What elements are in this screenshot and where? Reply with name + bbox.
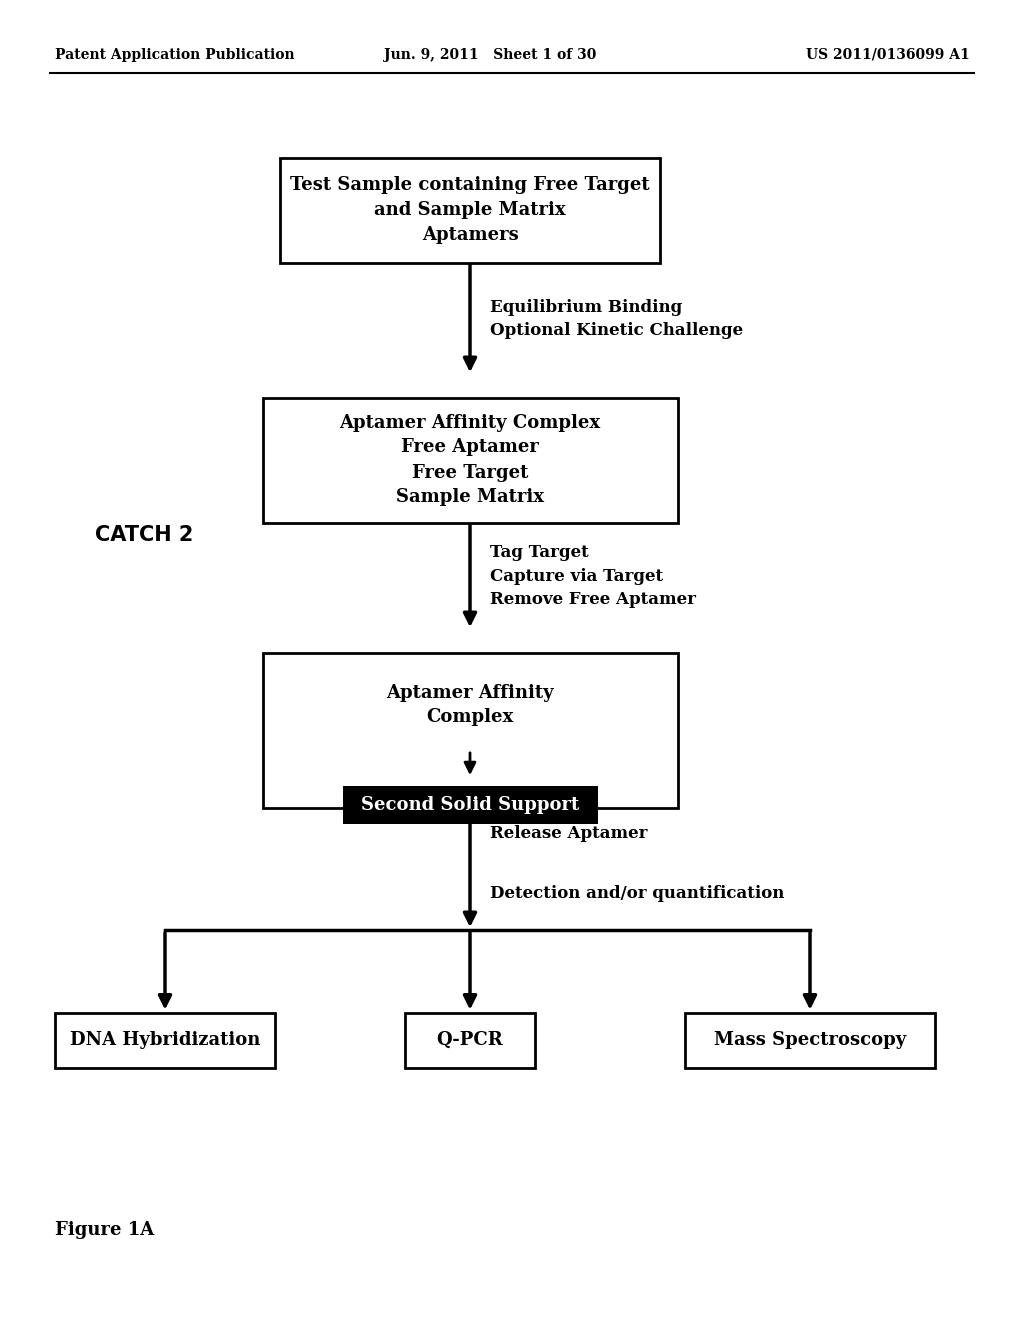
Text: Second Solid Support: Second Solid Support (360, 796, 580, 814)
FancyBboxPatch shape (262, 397, 678, 523)
Text: Aptamer Affinity Complex
Free Aptamer
Free Target
Sample Matrix: Aptamer Affinity Complex Free Aptamer Fr… (339, 413, 600, 507)
FancyBboxPatch shape (342, 785, 597, 824)
Text: Figure 1A: Figure 1A (55, 1221, 155, 1239)
FancyBboxPatch shape (406, 1012, 535, 1068)
Text: Release Aptamer

Detection and/or quantification: Release Aptamer Detection and/or quantif… (490, 825, 784, 903)
FancyBboxPatch shape (262, 652, 678, 808)
Text: Equilibrium Binding
Optional Kinetic Challenge: Equilibrium Binding Optional Kinetic Cha… (490, 298, 743, 339)
Text: CATCH 2: CATCH 2 (95, 525, 194, 545)
Text: Q-PCR: Q-PCR (436, 1031, 504, 1049)
Text: Patent Application Publication: Patent Application Publication (55, 48, 295, 62)
Text: Mass Spectroscopy: Mass Spectroscopy (714, 1031, 906, 1049)
FancyBboxPatch shape (55, 1012, 275, 1068)
Text: DNA Hybridization: DNA Hybridization (70, 1031, 260, 1049)
Text: US 2011/0136099 A1: US 2011/0136099 A1 (806, 48, 970, 62)
FancyBboxPatch shape (280, 157, 660, 263)
Text: Tag Target
Capture via Target
Remove Free Aptamer: Tag Target Capture via Target Remove Fre… (490, 544, 696, 609)
Text: Aptamer Affinity
Complex: Aptamer Affinity Complex (386, 684, 554, 726)
Text: Jun. 9, 2011   Sheet 1 of 30: Jun. 9, 2011 Sheet 1 of 30 (384, 48, 596, 62)
FancyBboxPatch shape (685, 1012, 935, 1068)
Text: Test Sample containing Free Target
and Sample Matrix
Aptamers: Test Sample containing Free Target and S… (290, 176, 650, 244)
